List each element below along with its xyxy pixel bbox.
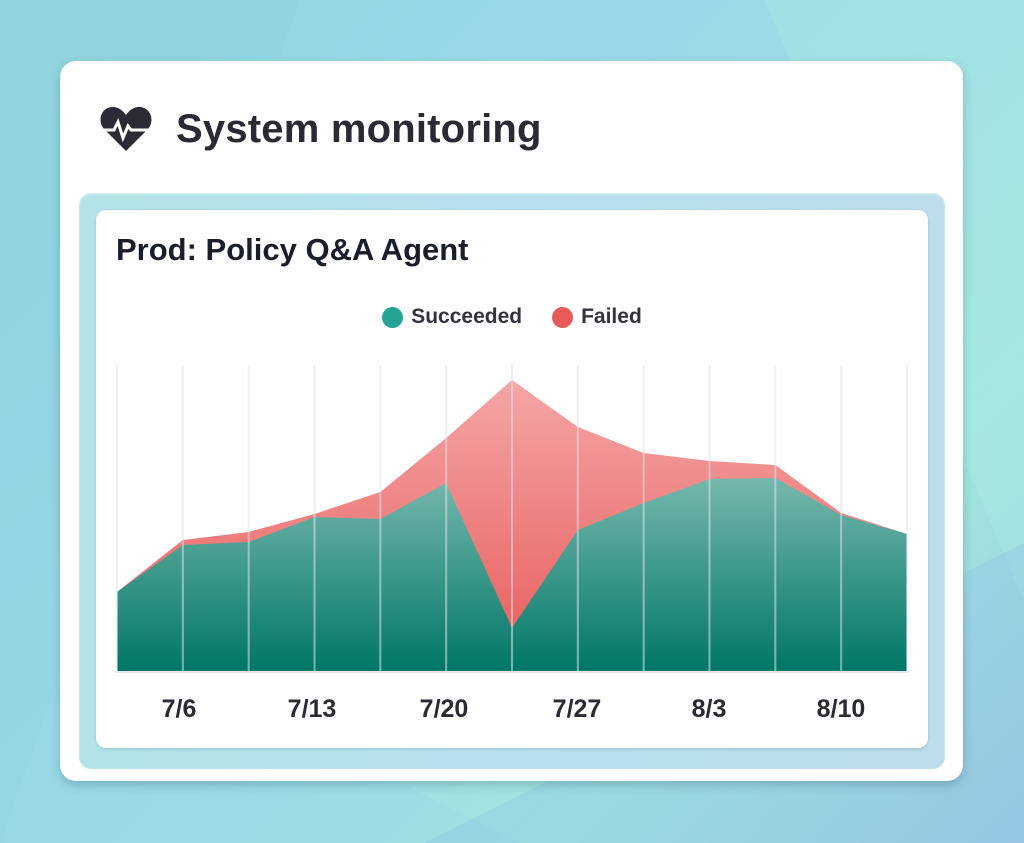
gridlines <box>116 365 908 671</box>
heart-pulse-icon <box>100 107 152 151</box>
legend-item-failed[interactable]: Failed <box>552 305 642 329</box>
legend-label: Succeeded <box>411 305 523 328</box>
legend-dot-icon <box>382 306 404 328</box>
x-axis-label: 7/6 <box>161 695 197 723</box>
x-axis-label: 7/27 <box>552 695 602 723</box>
x-axis-label: 7/20 <box>419 695 469 723</box>
x-axis-labels: 7/6 7/13 7/20 7/27 8/3 8/10 <box>96 695 928 725</box>
chart-title: Prod: Policy Q&A Agent <box>116 232 469 267</box>
x-axis-label: 7/13 <box>287 695 337 723</box>
legend-dot-icon <box>552 306 574 328</box>
card-header: System monitoring <box>100 99 542 159</box>
legend-item-succeeded[interactable]: Succeeded <box>382 305 522 329</box>
chart-legend: Succeeded Failed <box>96 305 928 329</box>
legend-label: Failed <box>581 305 642 328</box>
monitoring-card: System monitoring Prod: Policy Q&A Agent… <box>60 61 963 781</box>
x-axis-label: 8/10 <box>816 695 866 723</box>
x-axis-label: 8/3 <box>691 695 727 723</box>
area-chart <box>115 365 909 673</box>
chart-panel: Prod: Policy Q&A Agent Succeeded Failed <box>96 210 928 748</box>
chart-frame: Prod: Policy Q&A Agent Succeeded Failed <box>79 193 945 769</box>
page-title: System monitoring <box>176 106 542 151</box>
